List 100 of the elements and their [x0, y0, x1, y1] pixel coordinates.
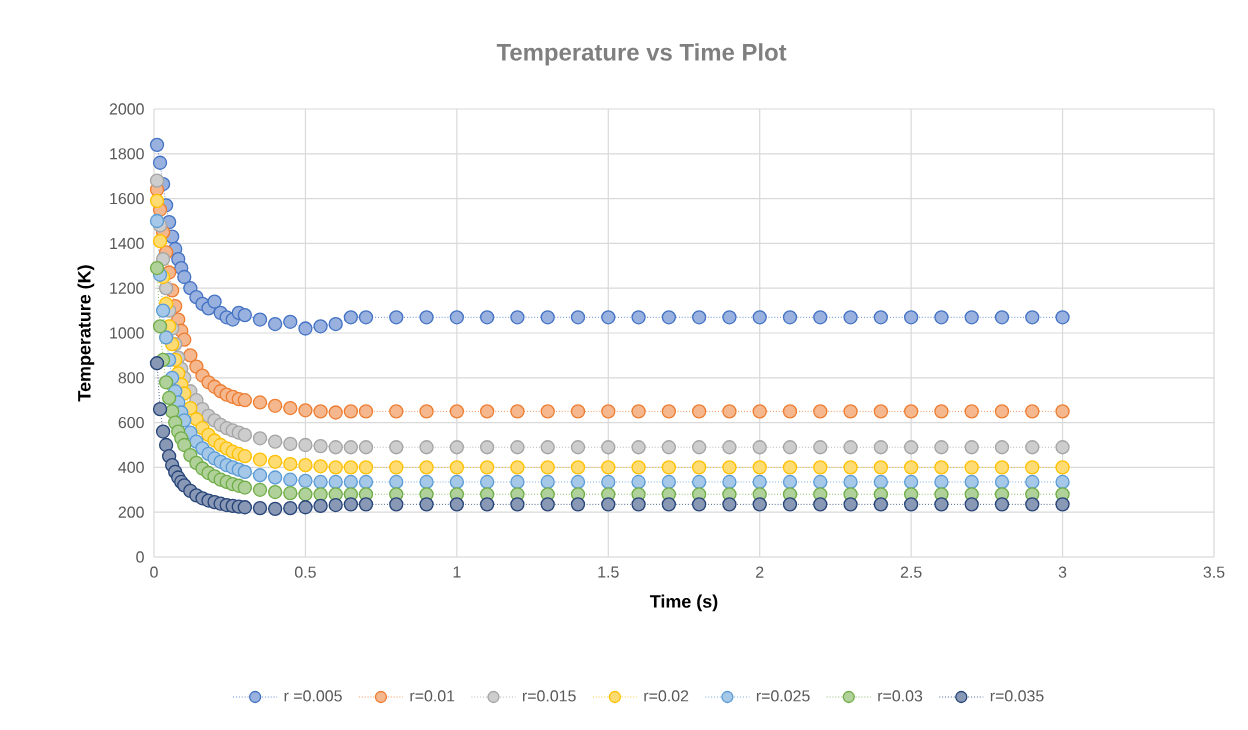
point: [1055, 474, 1070, 490]
x-tick-label: 1.5: [598, 566, 619, 578]
point: [358, 440, 374, 455]
point: [782, 497, 798, 512]
y-tick-label: 1400: [110, 237, 144, 250]
point: [419, 440, 434, 455]
point: [1025, 440, 1040, 455]
point: [843, 497, 858, 512]
point: [631, 404, 646, 419]
point: [934, 474, 949, 490]
point: [149, 173, 165, 188]
point: [237, 464, 253, 480]
y-axis-title: Temperature (K): [77, 265, 95, 402]
point: [419, 474, 434, 490]
point: [479, 310, 495, 325]
point: [722, 440, 737, 455]
point: [1025, 310, 1040, 325]
point: [964, 474, 979, 490]
point: [283, 314, 298, 329]
point: [631, 474, 646, 490]
point: [419, 460, 434, 475]
point: [152, 402, 168, 417]
point: [267, 470, 283, 485]
point: [903, 310, 919, 325]
point: [449, 440, 465, 455]
point: [152, 319, 168, 334]
point: [934, 404, 949, 419]
point: [994, 440, 1010, 455]
point: [419, 497, 434, 512]
point: [328, 474, 343, 490]
point: [177, 437, 192, 453]
point: [813, 310, 828, 325]
point: [152, 234, 168, 249]
point: [782, 310, 798, 325]
x-tick-label: 0.5: [294, 566, 316, 578]
point: [994, 404, 1010, 419]
point: [752, 404, 767, 419]
point: [661, 440, 676, 455]
point: [934, 310, 949, 325]
point: [752, 497, 767, 512]
legend-label: r=0.03: [878, 690, 923, 702]
point: [722, 497, 737, 512]
y-tick-label: 1600: [110, 192, 144, 205]
point: [1055, 310, 1070, 325]
point: [873, 474, 888, 490]
point: [540, 404, 555, 419]
point: [177, 269, 192, 285]
y-tick-label: 1800: [110, 148, 144, 160]
point: [691, 474, 707, 490]
point: [570, 310, 586, 325]
point: [149, 213, 165, 229]
point: [782, 460, 798, 475]
point: [267, 484, 283, 500]
point: [389, 474, 404, 490]
point: [691, 460, 707, 475]
y-tick-label: 400: [118, 461, 144, 474]
point: [313, 459, 328, 474]
point: [298, 458, 313, 473]
point: [343, 497, 359, 512]
legend-label: r=0.015: [522, 690, 576, 702]
point: [358, 474, 374, 490]
point: [389, 460, 404, 475]
point: [964, 497, 979, 512]
point: [267, 398, 283, 413]
point: [237, 480, 253, 495]
point: [570, 440, 586, 455]
point: [449, 310, 465, 325]
point: [449, 497, 465, 512]
point: [449, 460, 465, 475]
point: [994, 460, 1010, 475]
point: [1025, 474, 1040, 490]
point: [601, 497, 616, 512]
point: [1055, 404, 1070, 419]
x-tick-label: 3.5: [1203, 566, 1225, 578]
point: [152, 155, 168, 170]
point: [843, 404, 858, 419]
point: [813, 497, 828, 512]
point: [994, 474, 1010, 490]
point: [994, 497, 1010, 512]
point: [873, 497, 888, 512]
point: [149, 356, 165, 371]
point: [358, 497, 374, 512]
point: [389, 497, 404, 512]
point: [252, 468, 268, 483]
point: [934, 460, 949, 475]
point: [1025, 460, 1040, 475]
point: [479, 497, 495, 512]
point: [964, 460, 979, 475]
point: [843, 310, 858, 325]
point: [419, 310, 434, 325]
point: [149, 260, 165, 276]
point: [873, 310, 888, 325]
point: [1055, 497, 1070, 512]
point: [813, 404, 828, 419]
chart-title: Temperature vs Time Plot: [496, 43, 787, 66]
point: [1055, 460, 1070, 475]
point: [601, 474, 616, 490]
point: [691, 404, 707, 419]
x-tick-label: 3: [1058, 566, 1067, 578]
point: [237, 393, 253, 408]
